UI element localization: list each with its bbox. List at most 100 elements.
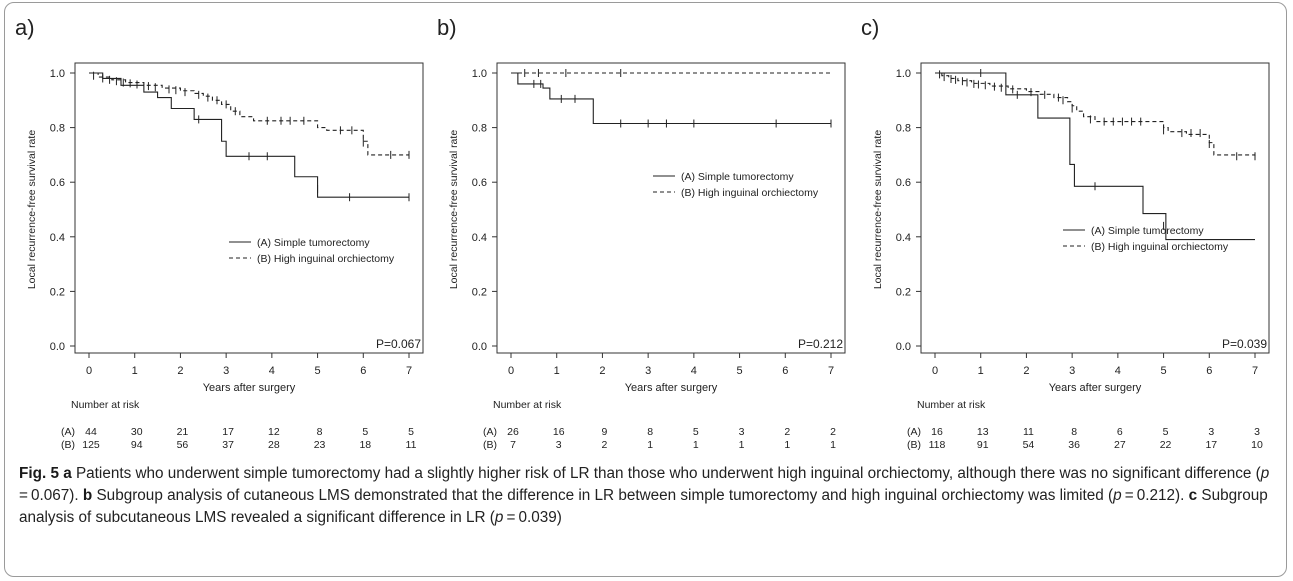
- plot-frame: [496, 62, 846, 354]
- risk-table-cell: 91: [977, 439, 989, 451]
- x-tick-label: 7: [828, 365, 834, 377]
- risk-table-cell: 2: [784, 426, 790, 438]
- risk-table-cell: 125: [82, 439, 100, 451]
- y-tick-label: 1.0: [472, 68, 487, 80]
- risk-table-title: Number at risk: [493, 399, 562, 411]
- x-tick-label: 2: [599, 365, 605, 377]
- x-tick-label: 4: [269, 365, 275, 377]
- x-tick-label: 0: [932, 365, 938, 377]
- legend-label-B: (B) High inguinal orchiectomy: [681, 187, 819, 199]
- y-tick-label: 0.8: [50, 123, 65, 135]
- x-tick-label: 2: [177, 365, 183, 377]
- legend-label-A: (A) Simple tumorectomy: [681, 171, 794, 183]
- caption-text-a2: = 0.067).: [19, 465, 1273, 504]
- x-tick-label: 5: [315, 365, 321, 377]
- x-tick-label: 5: [737, 365, 743, 377]
- caption-text-b2: = 0.212).: [1121, 487, 1189, 504]
- risk-table-cell: 11: [406, 439, 417, 451]
- panel-label-a: a): [15, 15, 35, 40]
- y-axis-label: Local recurrence-free survival rate: [26, 130, 38, 289]
- risk-table-cell: 23: [314, 439, 326, 451]
- x-tick-label: 6: [360, 365, 366, 377]
- risk-table-cell: 27: [1114, 439, 1126, 451]
- x-axis-label: Years after surgery: [203, 382, 296, 394]
- y-tick-label: 0.0: [472, 341, 487, 353]
- risk-table-cell: 21: [177, 426, 189, 438]
- y-tick-label: 1.0: [896, 68, 911, 80]
- caption-fig-label: Fig. 5: [19, 465, 59, 482]
- risk-table-cell: 3: [556, 439, 562, 451]
- y-tick-label: 0.6: [50, 177, 65, 189]
- caption-text-b1: Subgroup analysis of cutaneous LMS demon…: [92, 487, 1114, 504]
- x-tick-label: 1: [132, 365, 138, 377]
- km-curve-A: [511, 72, 831, 125]
- km-curve-B: [935, 72, 1256, 157]
- risk-table-group-B: (B): [907, 439, 921, 451]
- y-axis-label: Local recurrence-free survival rate: [448, 130, 460, 289]
- risk-table-cell: 1: [647, 439, 653, 451]
- km-curve-A: [935, 72, 1255, 241]
- risk-table-cell: 1: [739, 439, 745, 451]
- x-tick-label: 1: [554, 365, 560, 377]
- risk-table-cell: 7: [510, 439, 516, 451]
- figure-frame: a) 0.0 0.2 0.4 0.6 0.8 1.0 0 1 2 3 4 5 6 7 Local recur…: [4, 2, 1287, 577]
- p-value-label: P=0.067: [376, 337, 421, 351]
- km-chart-c: 0.0 0.2 0.4 0.6 0.8 1.0 0 1 2 3 4 5 6 7 Local recurren…: [872, 62, 1270, 451]
- y-axis-label: Local recurrence-free survival rate: [872, 130, 884, 289]
- p-value-label: P=0.212: [798, 337, 843, 351]
- panel-label-c: c): [861, 15, 880, 40]
- x-axis-label: Years after surgery: [625, 382, 718, 394]
- risk-table-cell: 3: [1254, 426, 1260, 438]
- plot-frame: [920, 62, 1270, 354]
- caption-label-b: b: [82, 487, 93, 504]
- caption-p-b: p: [1113, 487, 1122, 504]
- x-tick-label: 0: [508, 365, 514, 377]
- risk-table-cell: 1: [784, 439, 790, 451]
- y-tick-label: 0.4: [472, 232, 487, 244]
- caption-p-a: p: [1260, 465, 1270, 482]
- figure-caption: Fig. 5 a Patients who underwent simple t…: [19, 463, 1281, 529]
- x-axis-label: Years after surgery: [1049, 382, 1142, 394]
- plot-frame: [74, 62, 424, 354]
- risk-table-cell: 11: [1023, 426, 1034, 438]
- risk-table-group-A: (A): [61, 426, 75, 438]
- km-curve-B: [89, 72, 409, 156]
- risk-table-cell: 8: [647, 426, 653, 438]
- risk-table-cell: 5: [1163, 426, 1169, 438]
- risk-table-group-B: (B): [61, 439, 75, 451]
- x-tick-label: 6: [782, 365, 788, 377]
- risk-table-group-A: (A): [483, 426, 497, 438]
- risk-table-group-B: (B): [483, 439, 497, 451]
- risk-table-cell: 37: [222, 439, 234, 451]
- risk-table-cell: 5: [408, 426, 414, 438]
- risk-table-cell: 94: [131, 439, 143, 451]
- x-tick-label: 3: [645, 365, 651, 377]
- x-tick-label: 7: [1252, 365, 1258, 377]
- x-tick-label: 1: [978, 365, 984, 377]
- risk-table-cell: 17: [222, 426, 234, 438]
- p-value-label: P=0.039: [1222, 337, 1267, 351]
- risk-table-cell: 12: [268, 426, 280, 438]
- risk-table-cell: 118: [929, 439, 946, 451]
- y-tick-label: 0.0: [896, 341, 911, 353]
- y-tick-label: 0.4: [50, 232, 65, 244]
- x-tick-label: 7: [406, 365, 412, 377]
- caption-label-c: c: [1188, 487, 1198, 504]
- risk-table-cell: 44: [85, 426, 97, 438]
- risk-table-cell: 8: [1071, 426, 1077, 438]
- risk-table-cell: 1: [693, 439, 699, 451]
- x-tick-label: 0: [86, 365, 92, 377]
- risk-table-cell: 17: [1205, 439, 1217, 451]
- km-curve-A: [89, 72, 409, 198]
- risk-table-cell: 2: [602, 439, 608, 451]
- risk-table-cell: 36: [1068, 439, 1080, 451]
- legend-label-B: (B) High inguinal orchiectomy: [257, 253, 395, 265]
- risk-table-cell: 26: [507, 426, 519, 438]
- risk-table-cell: 22: [1160, 439, 1172, 451]
- y-tick-label: 0.2: [896, 286, 911, 298]
- risk-table-group-A: (A): [907, 426, 921, 438]
- legend-label-A: (A) Simple tumorectomy: [257, 237, 370, 249]
- caption-text-a1: Patients who underwent simple tumorectom…: [71, 465, 1261, 482]
- risk-table-cell: 9: [602, 426, 608, 438]
